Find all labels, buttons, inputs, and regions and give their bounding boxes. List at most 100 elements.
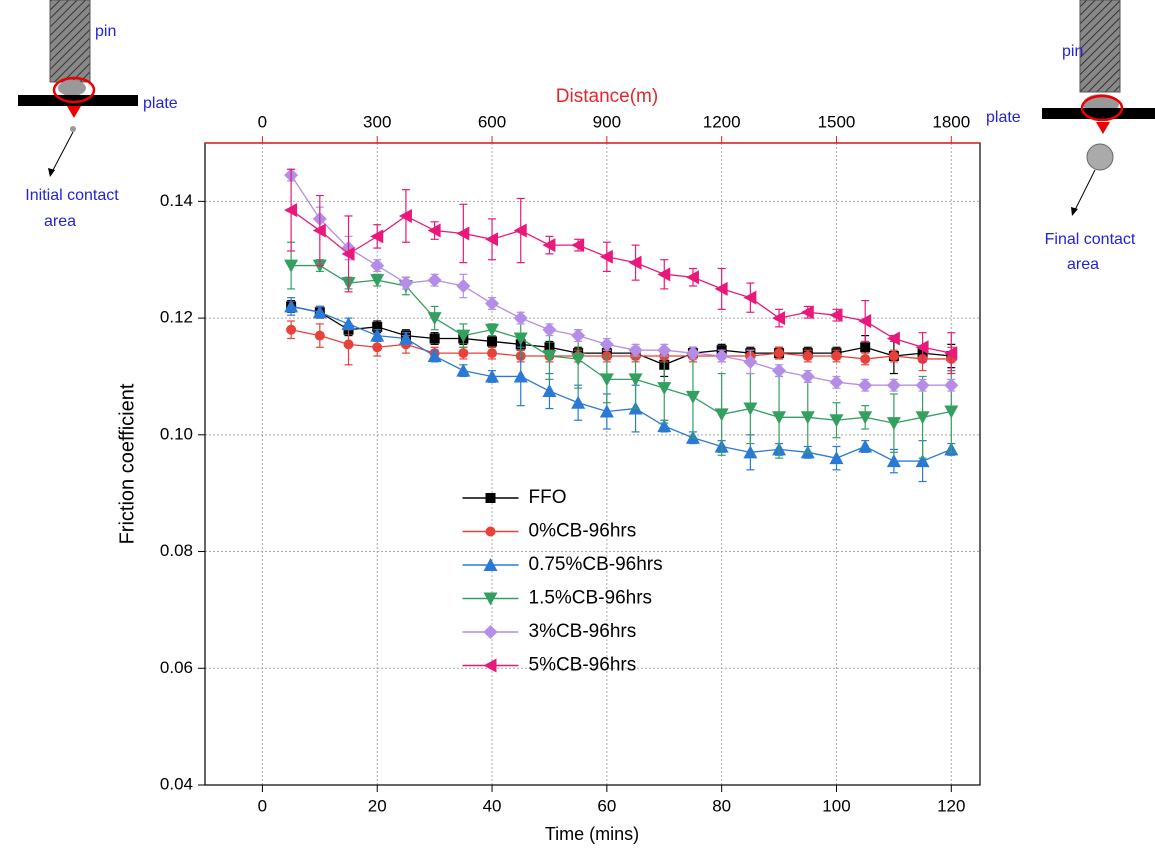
marker [370, 328, 385, 342]
marker [800, 411, 815, 425]
x2-tick-label: 900 [593, 112, 621, 131]
marker [398, 208, 412, 223]
marker [829, 375, 844, 390]
marker [513, 369, 528, 383]
marker [772, 363, 787, 378]
marker [685, 270, 699, 285]
x2-tick-label: 1800 [932, 112, 970, 131]
right-schematic [1042, 0, 1155, 216]
marker [860, 342, 871, 353]
marker [427, 349, 442, 363]
plot-frame [204, 142, 981, 786]
marker [714, 408, 729, 422]
legend-label: 0%CB-96hrs [529, 521, 637, 542]
marker [485, 323, 500, 337]
legend-label: 3%CB-96hrs [529, 621, 637, 642]
x-tick-label: 120 [937, 796, 965, 815]
marker [858, 411, 873, 425]
legend-label: 5%CB-96hrs [529, 655, 637, 676]
legend-marker [485, 526, 496, 537]
marker [944, 346, 958, 361]
x2-tick-label: 600 [478, 112, 506, 131]
marker [772, 311, 786, 326]
marker [944, 405, 959, 419]
marker [685, 390, 700, 404]
marker [685, 346, 700, 361]
marker [427, 223, 441, 238]
left-caption: area [44, 213, 76, 230]
marker [657, 267, 671, 282]
x-tick-label: 20 [368, 796, 387, 815]
marker [802, 351, 813, 362]
marker [487, 348, 498, 359]
marker [343, 339, 354, 350]
y-axis-label: Friction coefficient [116, 383, 138, 544]
marker [542, 238, 556, 253]
marker [831, 351, 842, 362]
marker [456, 363, 471, 377]
marker [372, 321, 383, 332]
marker [915, 411, 930, 425]
x2-tick-label: 1500 [818, 112, 856, 131]
y-tick-label: 0.06 [160, 658, 193, 677]
marker [915, 340, 929, 355]
marker [743, 445, 758, 459]
right-pin-label: pin [1062, 43, 1083, 60]
marker [485, 296, 500, 311]
marker [370, 229, 384, 244]
marker [714, 349, 729, 364]
marker [571, 352, 586, 366]
left-plate-label: plate [143, 95, 178, 112]
marker [513, 311, 528, 326]
y-tick-label: 0.10 [160, 424, 193, 443]
marker [772, 411, 787, 425]
marker [456, 329, 471, 343]
x2-tick-label: 300 [363, 112, 391, 131]
marker [886, 378, 901, 393]
y-tick-label: 0.14 [160, 191, 193, 210]
right-caption: Final contact [1045, 231, 1136, 248]
marker [888, 351, 899, 362]
marker [487, 336, 498, 347]
marker [858, 439, 873, 453]
x-axis-label: Time (mins) [545, 824, 639, 844]
left-schematic [18, 0, 138, 177]
legend-label: 0.75%CB-96hrs [529, 554, 663, 575]
marker [542, 322, 557, 337]
legend-label: 1.5%CB-96hrs [529, 588, 653, 609]
marker [858, 378, 873, 393]
marker [800, 369, 815, 384]
marker [915, 454, 930, 468]
marker [485, 369, 500, 383]
legend-marker [483, 592, 498, 606]
y-tick-label: 0.04 [160, 774, 193, 793]
x-tick-label: 100 [822, 796, 850, 815]
series-line [290, 305, 952, 462]
marker [286, 324, 297, 335]
marker [312, 305, 327, 319]
x2-tick-label: 0 [258, 112, 267, 131]
marker [743, 402, 758, 416]
marker [571, 395, 586, 409]
marker [542, 350, 557, 364]
marker [312, 223, 326, 238]
marker [628, 255, 642, 270]
marker [429, 333, 440, 344]
marker [743, 290, 757, 305]
marker [743, 354, 758, 369]
legend-marker [485, 493, 496, 503]
marker [657, 382, 672, 396]
x-tick-label: 60 [597, 796, 616, 815]
marker [571, 328, 586, 343]
marker [341, 316, 356, 330]
marker [370, 274, 385, 288]
left-pin-label: pin [95, 23, 116, 40]
marker [341, 246, 355, 261]
marker [774, 348, 785, 359]
marker [886, 454, 901, 468]
marker [284, 203, 298, 218]
marker [829, 451, 844, 465]
legend-label: FFO [529, 487, 567, 508]
marker [858, 314, 872, 329]
